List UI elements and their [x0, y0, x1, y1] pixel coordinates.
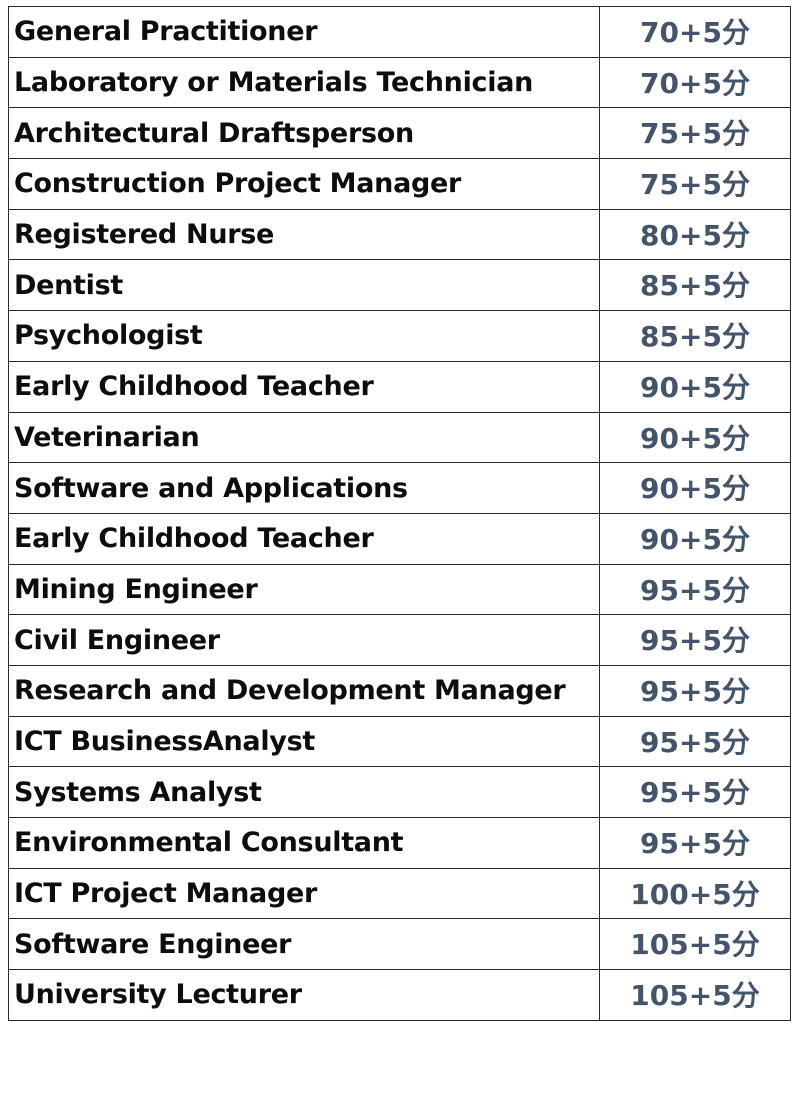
table-row: Software Engineer 105+5分 — [8, 918, 791, 971]
table-row: Laboratory or Materials Technician 70+5分 — [8, 56, 791, 109]
points-cell: 95+5分 — [599, 715, 791, 768]
occupation-cell: Psychologist — [8, 310, 600, 362]
occupation-cell: Software Engineer — [8, 918, 600, 971]
occupation-cell: Construction Project Manager — [8, 158, 600, 210]
points-cell: 95+5分 — [599, 766, 791, 818]
occupation-cell: Laboratory or Materials Technician — [8, 56, 600, 109]
occupation-cell: General Practitioner — [8, 6, 600, 58]
occupation-cell: Systems Analyst — [8, 766, 600, 818]
points-cell: 90+5分 — [599, 411, 791, 464]
table-row: Civil Engineer 95+5分 — [8, 614, 791, 666]
points-cell: 90+5分 — [599, 512, 791, 565]
table-row: Registered Nurse 80+5分 — [8, 208, 791, 261]
points-cell: 105+5分 — [599, 918, 791, 971]
points-cell: 85+5分 — [599, 259, 791, 312]
points-cell: 95+5分 — [599, 563, 791, 616]
table-row: Software and Applications 90+5分 — [8, 462, 791, 514]
table-row: Early Childhood Teacher 90+5分 — [8, 360, 791, 413]
occupation-points-table: General Practitioner 70+5分 Laboratory or … — [8, 6, 791, 1021]
occupation-cell: Veterinarian — [8, 411, 600, 464]
table-row: Psychologist 85+5分 — [8, 310, 791, 362]
points-cell: 90+5分 — [599, 360, 791, 413]
table-row: Environmental Consultant 95+5分 — [8, 817, 791, 869]
occupation-cell: Research and Development Manager — [8, 664, 600, 717]
table-row: ICT BusinessAnalyst 95+5分 — [8, 715, 791, 768]
points-cell: 85+5分 — [599, 310, 791, 362]
occupation-cell: Civil Engineer — [8, 614, 600, 666]
points-cell: 105+5分 — [599, 969, 791, 1021]
occupation-cell: Early Childhood Teacher — [8, 360, 600, 413]
table-row: Construction Project Manager 75+5分 — [8, 158, 791, 210]
points-cell: 90+5分 — [599, 462, 791, 514]
points-cell: 95+5分 — [599, 664, 791, 717]
table-row: Mining Engineer 95+5分 — [8, 563, 791, 616]
points-cell: 95+5分 — [599, 817, 791, 869]
occupation-cell: Registered Nurse — [8, 208, 600, 261]
occupation-cell: Early Childhood Teacher — [8, 512, 600, 565]
points-cell: 100+5分 — [599, 867, 791, 920]
points-cell: 80+5分 — [599, 208, 791, 261]
table-row: General Practitioner 70+5分 — [8, 6, 791, 58]
occupation-cell: ICT Project Manager — [8, 867, 600, 920]
table-row: Early Childhood Teacher 90+5分 — [8, 512, 791, 565]
occupation-cell: ICT BusinessAnalyst — [8, 715, 600, 768]
occupation-cell: Mining Engineer — [8, 563, 600, 616]
table-row: Architectural Draftsperson 75+5分 — [8, 107, 791, 160]
occupation-cell: Environmental Consultant — [8, 817, 600, 869]
table-row: Dentist 85+5分 — [8, 259, 791, 312]
points-cell: 75+5分 — [599, 107, 791, 160]
points-cell: 70+5分 — [599, 56, 791, 109]
table-row: ICT Project Manager 100+5分 — [8, 867, 791, 920]
occupation-cell: Architectural Draftsperson — [8, 107, 600, 160]
table-body: General Practitioner 70+5分 Laboratory or … — [8, 6, 791, 1021]
points-cell: 70+5分 — [599, 6, 791, 58]
occupation-cell: Dentist — [8, 259, 600, 312]
points-cell: 95+5分 — [599, 614, 791, 666]
occupation-cell: University Lecturer — [8, 969, 600, 1021]
table-row: Systems Analyst 95+5分 — [8, 766, 791, 818]
table-row: Research and Development Manager 95+5分 — [8, 664, 791, 717]
occupation-cell: Software and Applications — [8, 462, 600, 514]
table-row: Veterinarian 90+5分 — [8, 411, 791, 464]
table-row: University Lecturer 105+5分 — [8, 969, 791, 1021]
points-cell: 75+5分 — [599, 158, 791, 210]
